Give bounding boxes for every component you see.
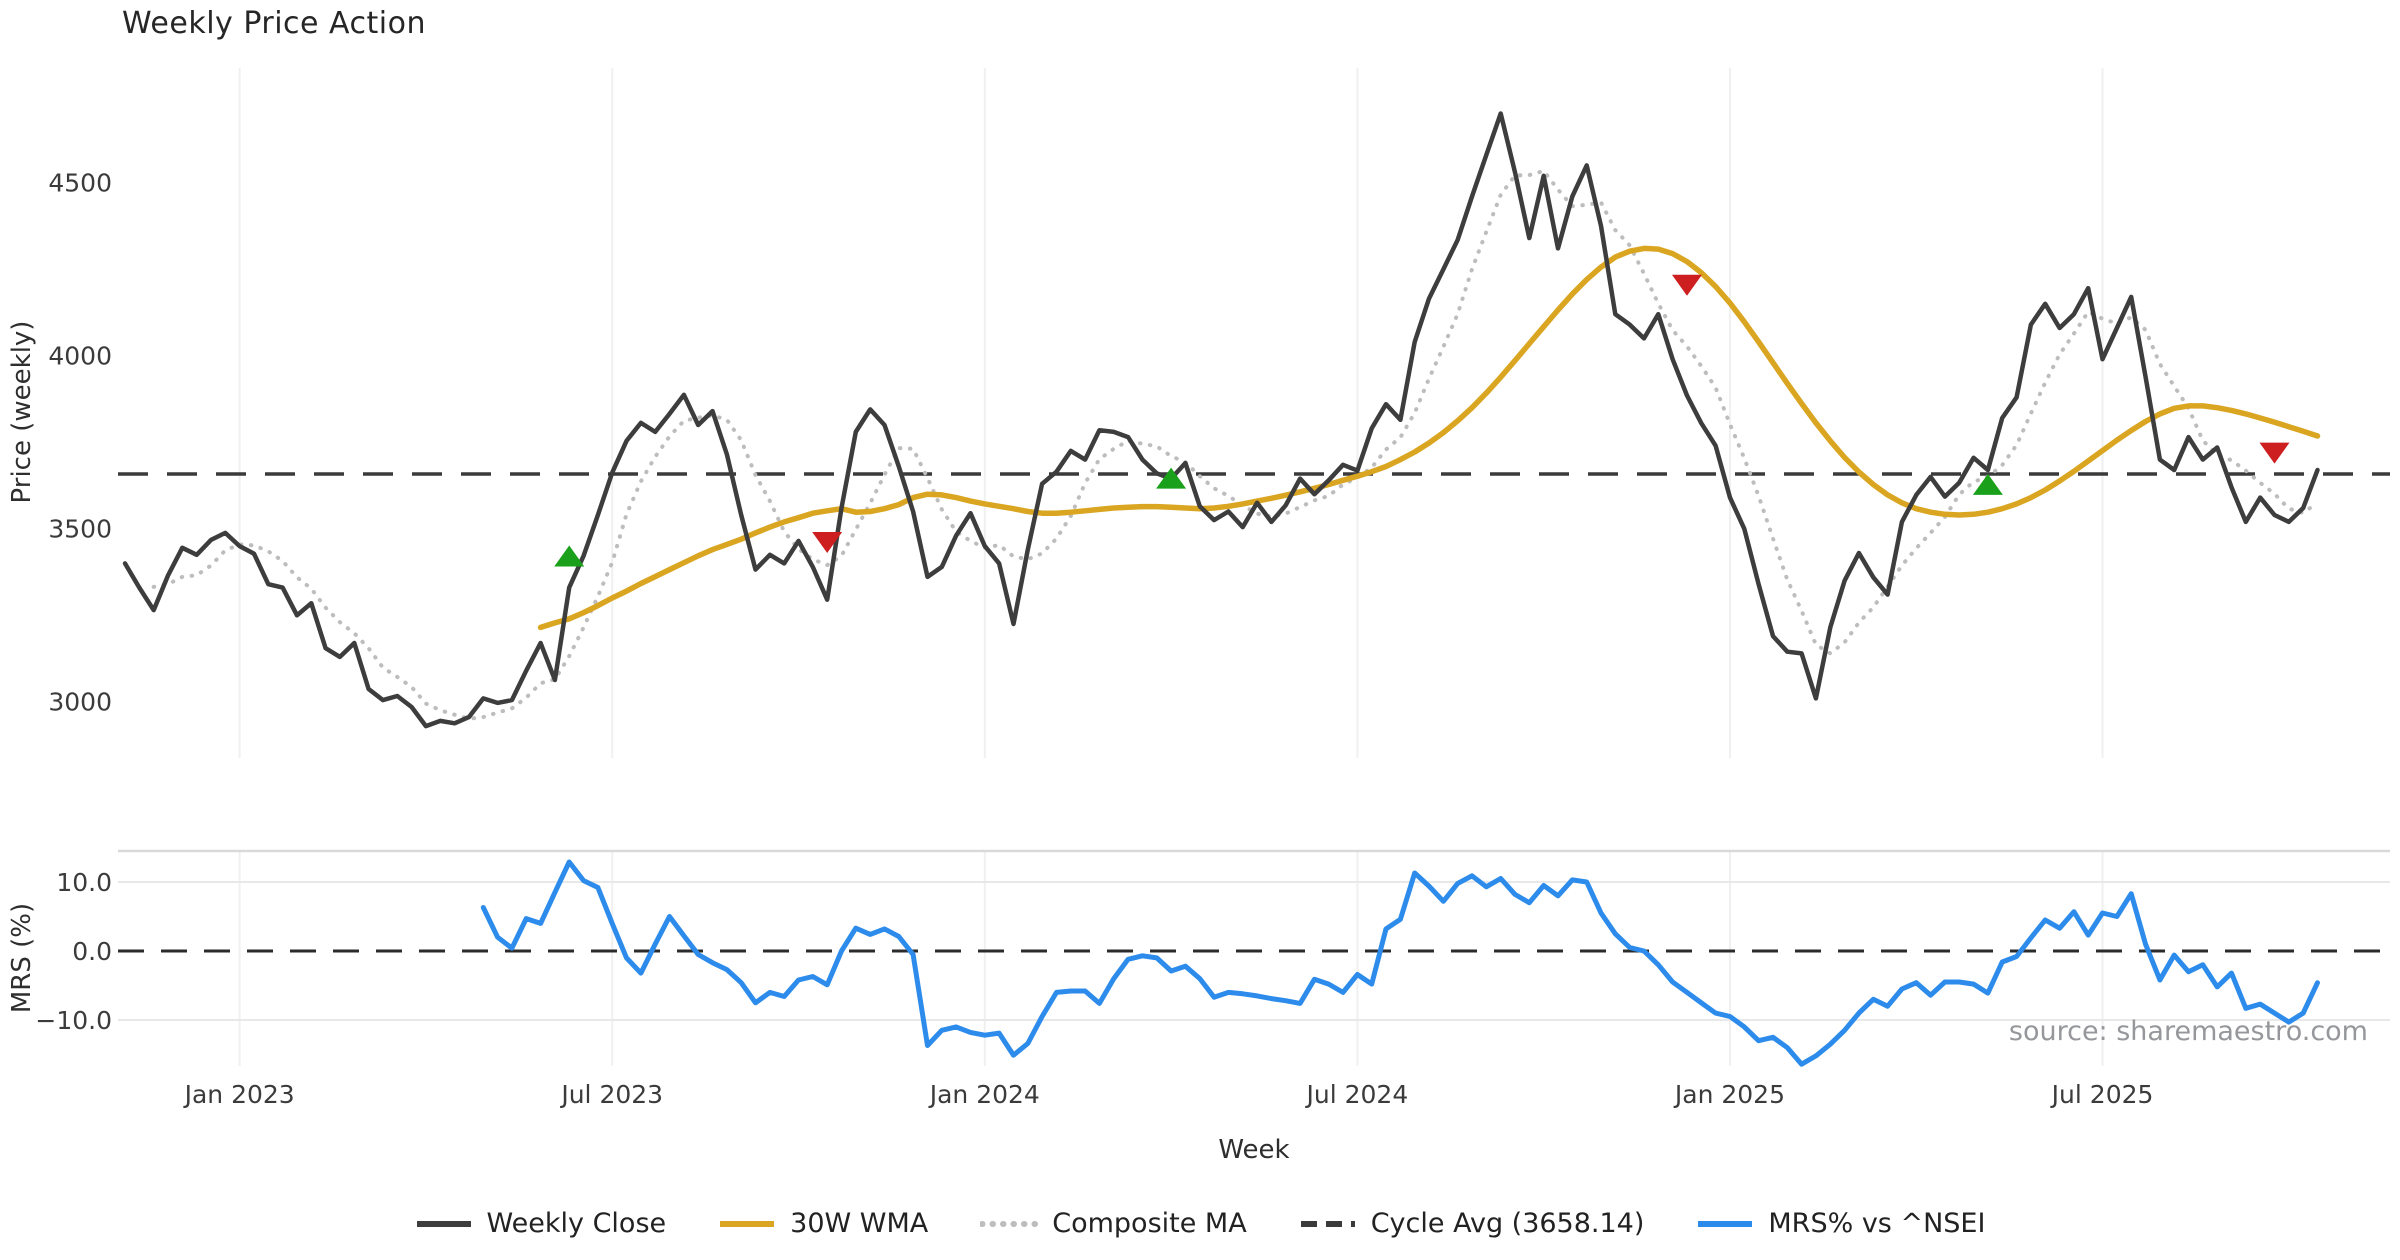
legend-label: MRS% vs ^NSEI (1768, 1208, 1986, 1239)
x-tick-label: Jul 2023 (559, 1080, 663, 1109)
legend-label: Composite MA (1052, 1208, 1247, 1239)
buy-marker (554, 545, 585, 567)
x-tick-label: Jul 2025 (2050, 1080, 2154, 1109)
legend-swatch-solid-icon (1698, 1220, 1753, 1227)
legend-swatch-solid-icon (416, 1220, 471, 1227)
x-axis-label: Week (1218, 1135, 1289, 1165)
legend-item: MRS% vs ^NSEI (1696, 1208, 1985, 1239)
tick-labels: Jan 2023 Jul 2023 Jan 2024 Jul 2024 Jan 2025… (35, 168, 2153, 1109)
signal-markers (554, 274, 2290, 567)
series-lines (122, 111, 2321, 1067)
mrs-y-axis-label: MRS (%) (7, 903, 37, 1013)
price-y-tick-label: 3500 (48, 515, 112, 544)
buy-marker (1156, 467, 1187, 489)
x-tick-label: Jan 2024 (928, 1080, 1040, 1109)
buy-marker (1972, 473, 2003, 495)
sell-marker (1671, 274, 1702, 296)
legend-swatch-dotted-icon (980, 1220, 1039, 1227)
price-y-tick-label: 4000 (48, 341, 112, 370)
weekly-close-line (122, 111, 2320, 729)
legend-item: Cycle Avg (3658.14) (1299, 1208, 1645, 1239)
mrs-line (480, 859, 2320, 1067)
price-y-axis-label: Price (weekly) (7, 321, 37, 504)
legend-item: Weekly Close (415, 1208, 667, 1239)
legend-item: Composite MA (980, 1208, 1247, 1239)
price-y-tick-label: 4500 (48, 168, 112, 197)
composite-ma-line (151, 168, 2320, 721)
legend-swatch-dashed-icon (1300, 1220, 1355, 1227)
price-y-tick-label: 3000 (48, 688, 112, 717)
x-tick-label: Jul 2024 (1305, 1080, 1409, 1109)
reference-lines (118, 472, 2390, 953)
wma-30w-line (537, 245, 2321, 631)
sell-marker (812, 531, 843, 553)
mrs-y-tick-label: −10.0 (35, 1006, 112, 1035)
legend-label: 30W WMA (790, 1208, 929, 1239)
chart-title: Weekly Price Action (122, 6, 426, 41)
legend-label: Cycle Avg (3658.14) (1370, 1208, 1645, 1239)
gridlines (118, 68, 2390, 1066)
x-tick-label: Jan 2025 (1673, 1080, 1785, 1109)
x-tick-label: Jan 2023 (183, 1080, 295, 1109)
legend-label: Weekly Close (486, 1208, 667, 1239)
legend-item: 30W WMA (718, 1208, 928, 1239)
sell-marker (2259, 442, 2290, 464)
source-note: source: sharemaestro.com (2008, 1016, 2368, 1047)
legend-swatch-solid-icon (720, 1220, 775, 1227)
mrs-y-tick-label: 10.0 (56, 868, 112, 897)
legend: Weekly Close 30W WMA Composite MA Cycle Avg… (0, 1208, 2400, 1239)
mrs-y-tick-label: 0.0 (72, 937, 112, 966)
